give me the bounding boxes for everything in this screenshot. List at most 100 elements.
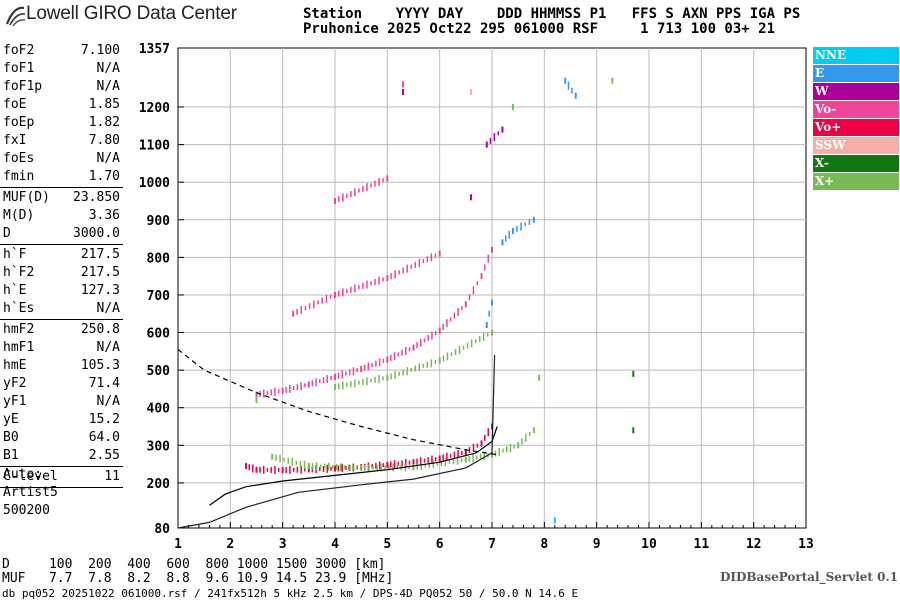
param-name: B0 <box>3 430 19 445</box>
trace-echo-mark <box>363 364 366 371</box>
trace-echo-mark <box>350 191 352 198</box>
trace-echo-mark <box>470 339 473 348</box>
muf-distance-row: D 100 200 400 600 800 1000 1500 3000 [km… <box>2 557 386 572</box>
trace-echo-mark <box>331 464 334 469</box>
trace-echo-mark <box>252 464 254 473</box>
trace-echo-mark <box>321 297 323 304</box>
trace-echo-mark <box>382 376 384 381</box>
trace-echo-mark <box>300 465 302 474</box>
y-tick-label: 300 <box>147 439 171 454</box>
trace-echo-mark <box>348 464 351 471</box>
trace-echo-mark <box>289 384 291 393</box>
series-w-point <box>470 194 473 201</box>
trace-echo-mark <box>442 355 445 362</box>
param-row: foEs N/A <box>0 150 122 168</box>
param-row: foF2 7.100 <box>0 42 122 60</box>
trace-echo-mark <box>342 381 344 390</box>
param-value: N/A <box>96 301 120 316</box>
param-name: fxI <box>3 133 27 148</box>
series-x-point <box>464 456 467 463</box>
trace-echo-mark <box>396 465 398 470</box>
trace-echo-mark <box>338 196 340 203</box>
series-vo-point <box>386 175 389 182</box>
param-value: N/A <box>96 61 120 76</box>
trace-echo-mark <box>450 352 453 357</box>
trace-echo-mark <box>571 87 573 94</box>
trace-echo-mark <box>350 286 352 293</box>
trace-echo-mark <box>430 253 433 262</box>
auto-version: 500200 <box>3 503 50 518</box>
param-row: foF1p N/A <box>0 78 122 96</box>
trace-echo-mark <box>426 361 429 368</box>
series-vo-point <box>412 459 415 466</box>
trace-echo-mark <box>358 188 360 193</box>
series-e-point <box>501 239 504 246</box>
trace-echo-mark <box>336 463 338 470</box>
trace-echo-mark <box>274 466 276 475</box>
trace-echo-mark <box>342 288 344 297</box>
y-tick-label: 500 <box>147 364 171 379</box>
trace-echo-mark <box>483 452 486 461</box>
legend-e-item: E <box>813 65 899 82</box>
trace-echo-mark <box>432 460 435 469</box>
param-value: 2.55 <box>88 448 120 463</box>
param-value: 71.4 <box>88 376 120 391</box>
trace-echo-mark <box>410 367 412 372</box>
trace-echo-mark <box>317 300 319 305</box>
trace-echo-mark <box>279 454 281 463</box>
y-tick-label: 1000 <box>139 176 170 191</box>
trace-echo-mark <box>319 464 322 469</box>
trace-echo-mark <box>420 461 423 470</box>
param-row: hmF1 N/A <box>0 339 122 357</box>
trace-echo-mark <box>516 225 518 232</box>
trace-echo-mark <box>397 352 400 357</box>
trace-echo-mark <box>285 386 287 393</box>
trace-echo-mark <box>287 457 289 464</box>
x-tick-label: 4 <box>331 537 339 552</box>
trace-echo-mark <box>457 449 459 458</box>
param-row: D 3000.0 <box>0 225 122 243</box>
trace-echo-mark <box>358 285 360 290</box>
trace-echo-mark <box>330 466 332 471</box>
legend-x-item: X+ <box>813 173 899 190</box>
x-tick-label: 9 <box>593 537 601 552</box>
trace-echo-mark <box>356 465 358 470</box>
y-tick-label: 1357 <box>139 42 170 57</box>
param-name: h`E <box>3 283 27 298</box>
trace-echo-mark <box>345 465 347 470</box>
series-vo-point <box>386 461 389 468</box>
trace-echo-mark <box>497 131 500 136</box>
param-value: N/A <box>96 79 120 94</box>
trace-echo-mark <box>414 261 417 268</box>
trace-echo-mark <box>345 371 347 376</box>
trace-echo-mark <box>408 460 411 465</box>
trace-echo-mark <box>304 467 306 472</box>
trace-echo-mark <box>296 466 299 473</box>
series-nne-point <box>553 517 556 524</box>
trace-echo-mark <box>423 458 426 463</box>
x-tick-label: 11 <box>694 537 710 552</box>
series-vo-point <box>491 246 493 253</box>
trace-echo-mark <box>431 331 433 340</box>
trace-echo-mark <box>398 270 400 275</box>
param-row: foE 1.85 <box>0 96 122 114</box>
trace-echo-mark <box>419 457 422 466</box>
trace-echo-mark <box>489 137 492 144</box>
y-tick-label: 600 <box>147 327 171 342</box>
series-vo-point <box>292 310 295 317</box>
true-height-profile-curve <box>209 426 498 506</box>
trace-echo-mark <box>371 464 373 469</box>
series-vo-point <box>438 250 441 257</box>
param-name: foF1 <box>3 61 35 76</box>
trace-echo-mark <box>390 461 392 468</box>
polarization-legend: NNE E W Vo- Vo+ SSW X- X+ <box>813 47 899 191</box>
trace-echo-mark <box>525 433 527 442</box>
trace-echo-mark <box>416 458 418 465</box>
trace-echo-mark <box>370 378 372 383</box>
autoscaling-info: Auto: Artist5 500200 <box>3 466 58 520</box>
param-row: hmF2 250.8 <box>0 321 122 339</box>
trace-echo-mark <box>350 381 352 388</box>
trace-echo-mark <box>448 459 451 464</box>
param-value: 3.36 <box>88 208 120 223</box>
